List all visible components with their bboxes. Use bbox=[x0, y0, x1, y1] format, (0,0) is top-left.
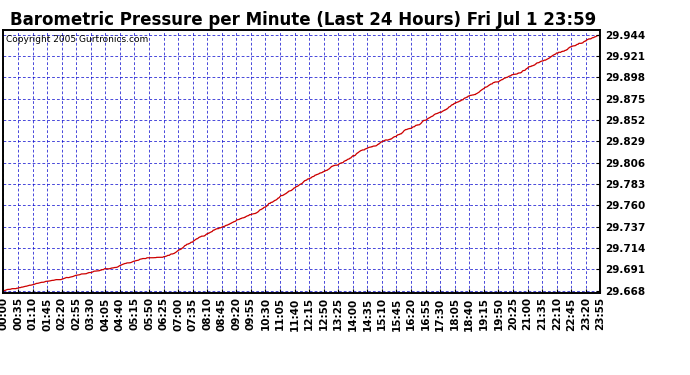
Text: Copyright 2005 Gurtronics.com: Copyright 2005 Gurtronics.com bbox=[6, 35, 148, 44]
Text: Barometric Pressure per Minute (Last 24 Hours) Fri Jul 1 23:59: Barometric Pressure per Minute (Last 24 … bbox=[10, 11, 597, 29]
